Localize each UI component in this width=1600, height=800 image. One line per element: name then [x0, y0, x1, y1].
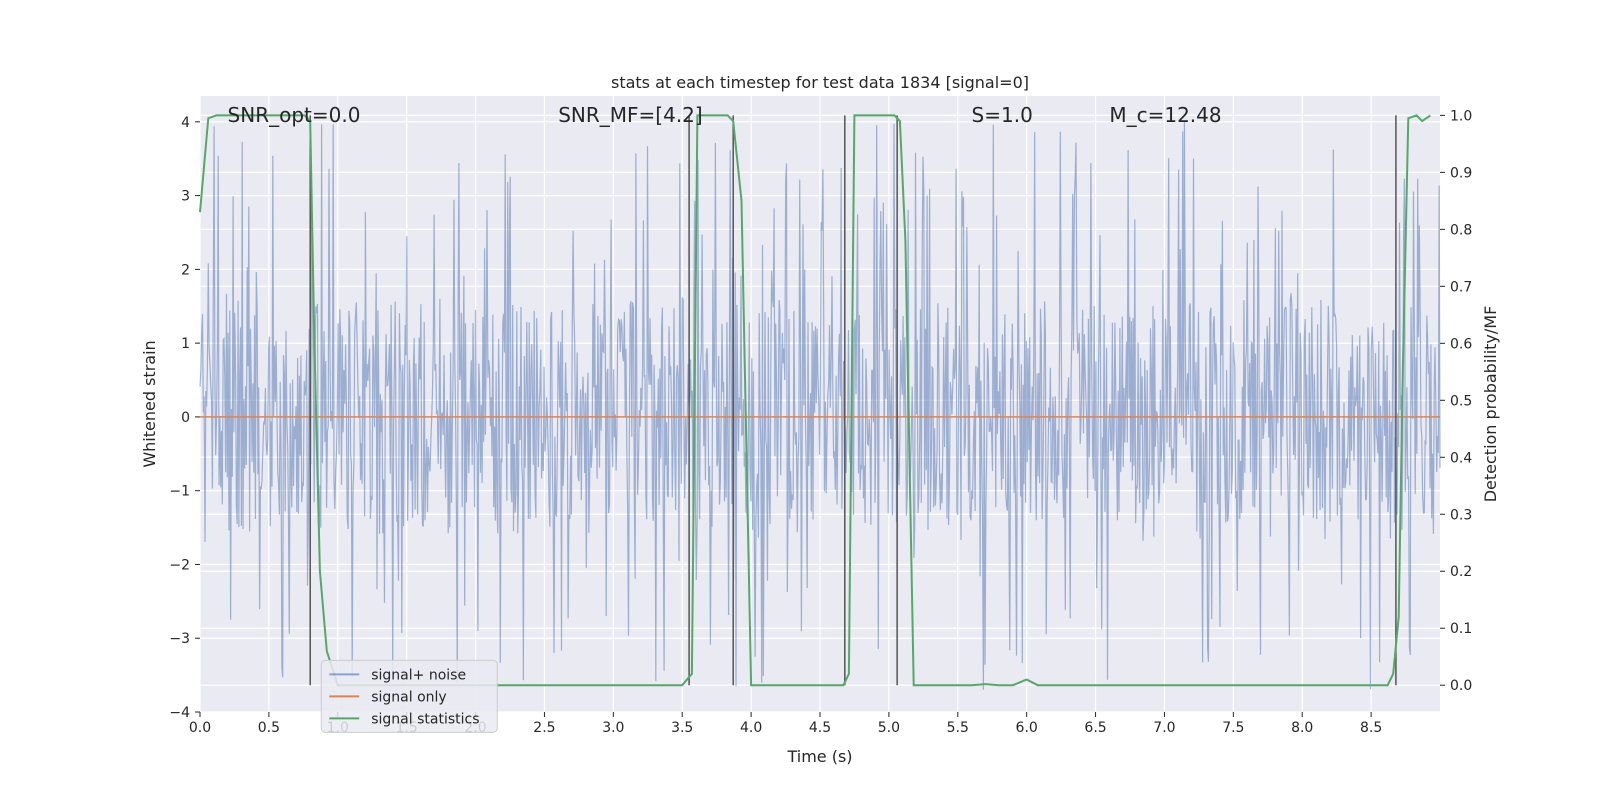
y2-tick-label: 0.5: [1450, 393, 1472, 409]
y2-tick-label: 1.0: [1450, 108, 1472, 124]
x-tick-label: 8.0: [1291, 720, 1313, 736]
y2-tick-label: 0.8: [1450, 222, 1472, 238]
annotation-text: S=1.0: [972, 103, 1033, 127]
y-tick-label: 0: [181, 410, 190, 426]
x-tick-label: 7.0: [1153, 720, 1175, 736]
y2-axis-label: Detection probability/MF: [1481, 306, 1500, 503]
y-tick-label: −3: [169, 631, 190, 647]
annotation-text: SNR_MF=[4.2]: [558, 103, 702, 127]
y2-tick-label: 0.1: [1450, 621, 1472, 637]
y2-tick-label: 0.4: [1450, 450, 1472, 466]
x-tick-label: 6.0: [1016, 720, 1038, 736]
x-tick-label: 5.0: [878, 720, 900, 736]
x-tick-label: 7.5: [1222, 720, 1244, 736]
x-tick-label: 4.0: [740, 720, 762, 736]
x-tick-label: 4.5: [809, 720, 831, 736]
legend-label: signal only: [371, 689, 446, 705]
y-tick-label: −4: [169, 705, 190, 721]
y2-tick-label: 0.3: [1450, 507, 1472, 523]
y-axis: 4 3 2 1 0 −1 −2 −3 −4: [169, 115, 200, 721]
legend: signal+ noise signal only signal statistic…: [320, 659, 498, 733]
annotation-text: SNR_opt=0.0: [228, 103, 361, 127]
x-tick-label: 3.0: [602, 720, 624, 736]
annotations: SNR_opt=0.0 SNR_MF=[4.2] S=1.0 M_c=12.48: [228, 103, 1222, 127]
y-tick-label: 4: [181, 115, 190, 131]
x-tick-label: 0.0: [189, 720, 211, 736]
x-tick-label: 8.5: [1360, 720, 1382, 736]
annotation-text: M_c=12.48: [1109, 103, 1221, 127]
y-tick-label: 3: [181, 189, 190, 205]
y-tick-label: 1: [181, 336, 190, 352]
y2-tick-label: 0.6: [1450, 336, 1472, 352]
y-axis-label: Whitened strain: [140, 340, 159, 467]
y2-tick-label: 0.0: [1450, 678, 1472, 694]
x-tick-label: 5.5: [947, 720, 969, 736]
y-tick-label: 2: [181, 262, 190, 278]
y2-tick-label: 0.9: [1450, 165, 1472, 181]
plot-area: [199, 114, 1441, 690]
y-tick-label: −2: [169, 557, 190, 573]
y2-axis: 1.0 0.9 0.8 0.7 0.6 0.5 0.4 0.3 0.2 0.1 0.0: [1440, 108, 1472, 694]
x-tick-label: 6.5: [1084, 720, 1106, 736]
chart-title: stats at each timestep for test data 183…: [611, 73, 1029, 92]
legend-label: signal statistics: [371, 711, 479, 727]
series-signal-statistics: [199, 114, 1431, 687]
y-tick-label: −1: [169, 484, 190, 500]
x-tick-label: 3.5: [671, 720, 693, 736]
x-tick-label: 2.5: [533, 720, 555, 736]
legend-box: [320, 659, 498, 733]
legend-label: signal+ noise: [371, 667, 466, 683]
y2-tick-label: 0.7: [1450, 279, 1472, 295]
y2-tick-label: 0.2: [1450, 564, 1472, 580]
x-axis-label: Time (s): [786, 747, 852, 766]
x-tick-label: 0.5: [258, 720, 280, 736]
